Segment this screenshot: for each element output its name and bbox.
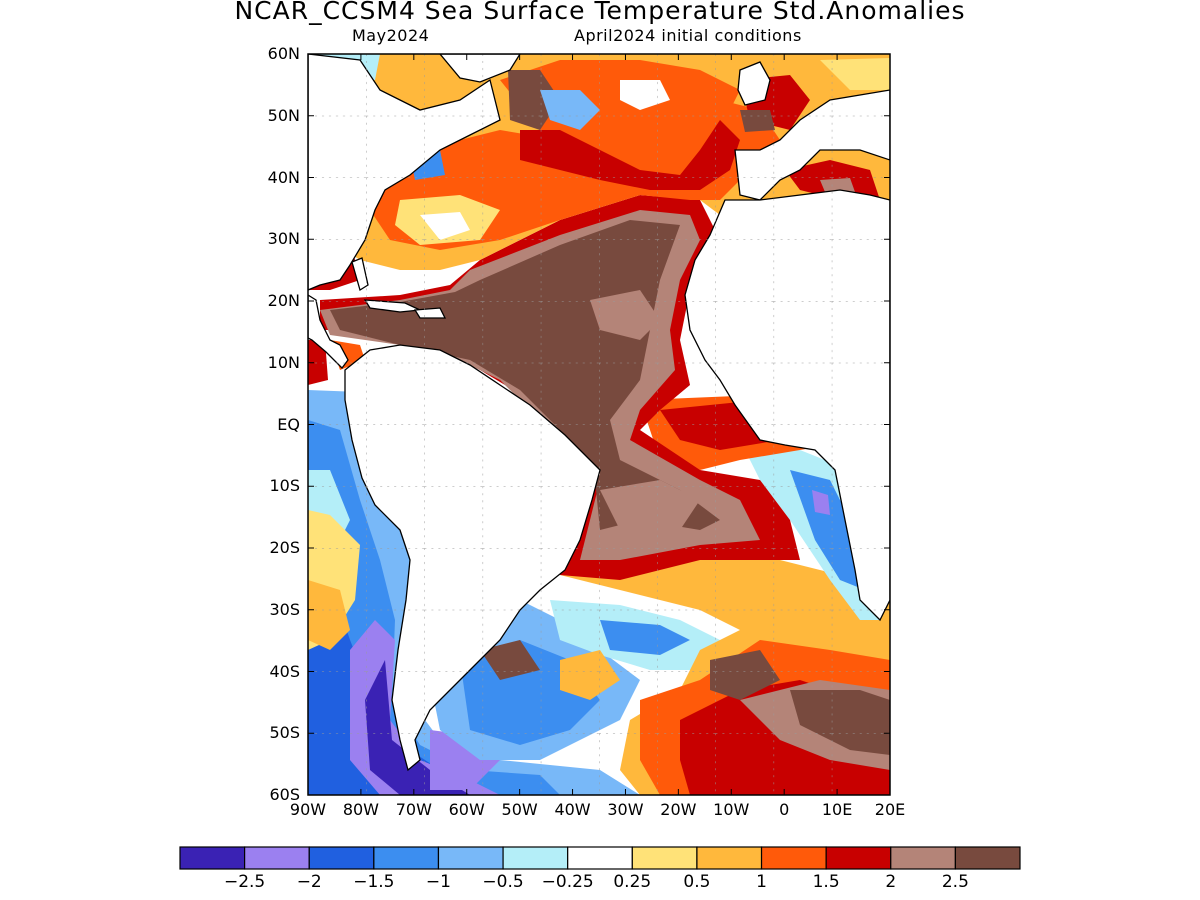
lat-label: 50N — [267, 105, 300, 125]
lat-label: 30S — [269, 599, 300, 619]
lat-label: 40S — [269, 661, 300, 681]
colorbar-label: −2 — [296, 872, 322, 892]
lat-label: 20S — [269, 538, 300, 557]
lat-label: 10S — [269, 476, 300, 496]
colorbar-swatch — [567, 846, 633, 870]
lon-label: 60W — [448, 800, 485, 819]
colorbar-swatch — [502, 846, 569, 870]
lon-label: 10W — [713, 800, 750, 819]
lon-label: 40W — [554, 800, 591, 819]
lon-label: 0 — [779, 800, 790, 819]
lat-label: EQ — [277, 414, 300, 434]
lat-label: 50S — [269, 723, 300, 743]
colorbar-swatch — [179, 846, 246, 870]
colorbar-swatch — [954, 846, 1021, 870]
colorbar-swatch — [308, 846, 375, 870]
colorbar-swatch — [890, 846, 956, 870]
lat-label: 30N — [267, 229, 300, 249]
colorbar-label: 1.5 — [812, 872, 840, 892]
lon-label: 20W — [660, 800, 697, 819]
colorbar-swatch — [437, 846, 504, 870]
colorbar-swatch — [631, 846, 698, 870]
lon-label: 20E — [874, 800, 906, 819]
lon-label: 50W — [501, 800, 538, 819]
colorbar-swatch — [696, 846, 763, 870]
colorbar-label: 1 — [756, 872, 767, 892]
axis-ticks — [307, 53, 891, 796]
colorbar-label: −2.5 — [223, 872, 266, 892]
lat-label: 60N — [267, 44, 300, 63]
lon-label: 30W — [607, 800, 644, 819]
map-title: NCAR_CCSM4 Sea Surface Temperature Std.A… — [234, 0, 966, 25]
lat-label: 40N — [267, 167, 300, 187]
colorbar-label: −0.5 — [482, 872, 524, 892]
forecast-month: May2024 — [352, 26, 430, 45]
lat-label: 60S — [269, 785, 300, 804]
colorbar-label: −0.25 — [541, 872, 594, 892]
colorbar-label: −1.5 — [353, 872, 395, 892]
lon-label: 10E — [821, 800, 853, 819]
lon-label: 90W — [289, 800, 327, 819]
colorbar-label: 0.25 — [613, 872, 652, 892]
colorbar-label: −1 — [425, 872, 451, 892]
colorbar-label: 2 — [885, 872, 897, 892]
colorbar-label: 0.5 — [683, 872, 711, 892]
colorbar-label: 2.5 — [941, 872, 969, 892]
colorbar — [179, 846, 1021, 870]
colorbar-swatch — [373, 846, 440, 870]
lat-label: 10N — [267, 352, 300, 372]
lon-label: 80W — [342, 800, 379, 819]
colorbar-swatch — [825, 846, 892, 870]
sst-field — [308, 54, 890, 795]
lon-label: 70W — [395, 800, 432, 819]
lat-label: 20N — [267, 291, 300, 310]
initial-conditions: April2024 initial conditions — [574, 26, 802, 45]
colorbar-swatch — [244, 846, 310, 870]
colorbar-swatch — [760, 846, 827, 870]
